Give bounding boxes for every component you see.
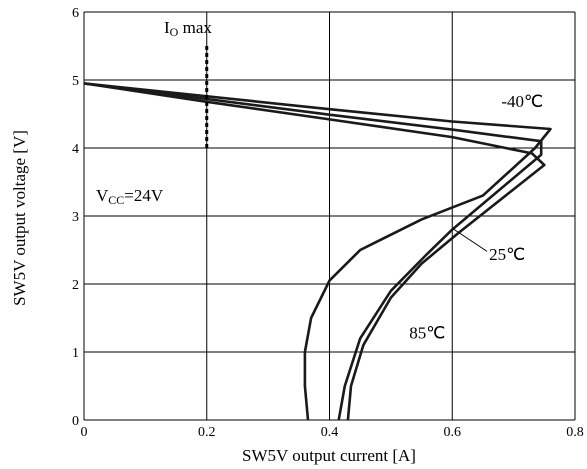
x-tick-label-0: 0 xyxy=(81,425,88,440)
series-label-85c: 85℃ xyxy=(409,323,445,342)
leader-line-25c xyxy=(451,227,488,252)
series-labels: -40℃ 25℃ 85℃ xyxy=(409,92,543,342)
x-tick-label-3: 0.6 xyxy=(444,425,462,440)
x-tick-label-4: 0.8 xyxy=(566,425,584,440)
tick-labels: 0 0.2 0.4 0.6 0.8 0 1 2 3 4 5 6 xyxy=(72,6,584,440)
curves xyxy=(83,82,552,421)
y-tick-label-5: 5 xyxy=(72,74,79,89)
series-line-25c xyxy=(83,82,543,421)
y-axis-label: SW5V output voltage [V] xyxy=(10,130,29,306)
y-tick-label-1: 1 xyxy=(72,346,79,361)
vcc-label: VCC=24V xyxy=(96,186,164,207)
y-tick-label-4: 4 xyxy=(72,142,79,157)
x-axis-label: SW5V output current [A] xyxy=(242,446,416,465)
y-tick-label-3: 3 xyxy=(72,210,79,225)
y-tick-label-6: 6 xyxy=(72,6,79,21)
y-tick-label-2: 2 xyxy=(72,278,79,293)
x-tick-label-2: 0.4 xyxy=(321,425,339,440)
series-line-minus40c xyxy=(83,82,552,421)
series-label-25c: 25℃ xyxy=(489,245,525,264)
series-label-minus40c: -40℃ xyxy=(501,92,543,111)
io-max-label: IO max xyxy=(164,18,212,39)
y-tick-label-0: 0 xyxy=(72,414,79,429)
series-line-85c xyxy=(83,82,546,421)
x-tick-label-1: 0.2 xyxy=(198,425,216,440)
grid xyxy=(83,11,576,421)
